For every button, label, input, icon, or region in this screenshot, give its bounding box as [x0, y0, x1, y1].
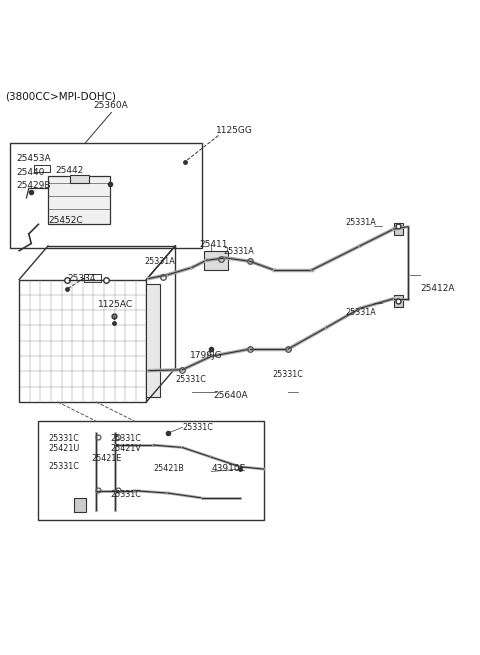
Text: 25331C: 25331C — [48, 434, 79, 443]
Text: (3800CC>MPI-DOHC): (3800CC>MPI-DOHC) — [5, 91, 116, 101]
Bar — [19, 280, 146, 402]
Text: 1125AC: 1125AC — [98, 300, 133, 309]
Text: 25331A: 25331A — [346, 218, 376, 227]
Bar — [34, 165, 50, 172]
Text: 25360A: 25360A — [94, 102, 128, 110]
Text: 25421V: 25421V — [110, 444, 141, 453]
Text: 25331C: 25331C — [48, 462, 79, 471]
Text: 25429B: 25429B — [17, 181, 51, 191]
Text: 25421B: 25421B — [154, 464, 184, 473]
Text: 25334: 25334 — [67, 274, 96, 283]
Text: 25331A: 25331A — [346, 308, 376, 316]
Text: 25411: 25411 — [199, 240, 228, 250]
Text: 25421U: 25421U — [48, 444, 79, 453]
Text: 25412A: 25412A — [420, 284, 455, 293]
Bar — [204, 251, 228, 270]
Text: 1125GG: 1125GG — [216, 126, 253, 135]
Text: 25442: 25442 — [55, 166, 84, 175]
Text: 25331A: 25331A — [144, 257, 175, 266]
Text: 25331C: 25331C — [273, 370, 303, 379]
Text: 25453A: 25453A — [17, 154, 51, 163]
Bar — [48, 176, 110, 224]
Bar — [70, 176, 89, 183]
Text: 25421E: 25421E — [91, 453, 121, 462]
Bar — [146, 284, 160, 397]
Text: 25640A: 25640A — [214, 391, 248, 400]
Text: 25452C: 25452C — [48, 216, 83, 225]
Text: 25440: 25440 — [17, 168, 45, 177]
Text: 25331A: 25331A — [223, 247, 254, 256]
Bar — [394, 223, 403, 235]
Bar — [10, 143, 202, 248]
Bar — [74, 498, 86, 512]
Text: 25331C: 25331C — [182, 423, 213, 432]
Bar — [84, 274, 101, 282]
Text: 1799JG: 1799JG — [190, 351, 222, 360]
Text: 25331C: 25331C — [110, 434, 141, 443]
Bar — [38, 421, 264, 519]
Bar — [394, 295, 403, 307]
Text: 25331C: 25331C — [110, 490, 141, 499]
Text: 43910E: 43910E — [211, 464, 245, 473]
Text: 25331C: 25331C — [175, 375, 206, 384]
